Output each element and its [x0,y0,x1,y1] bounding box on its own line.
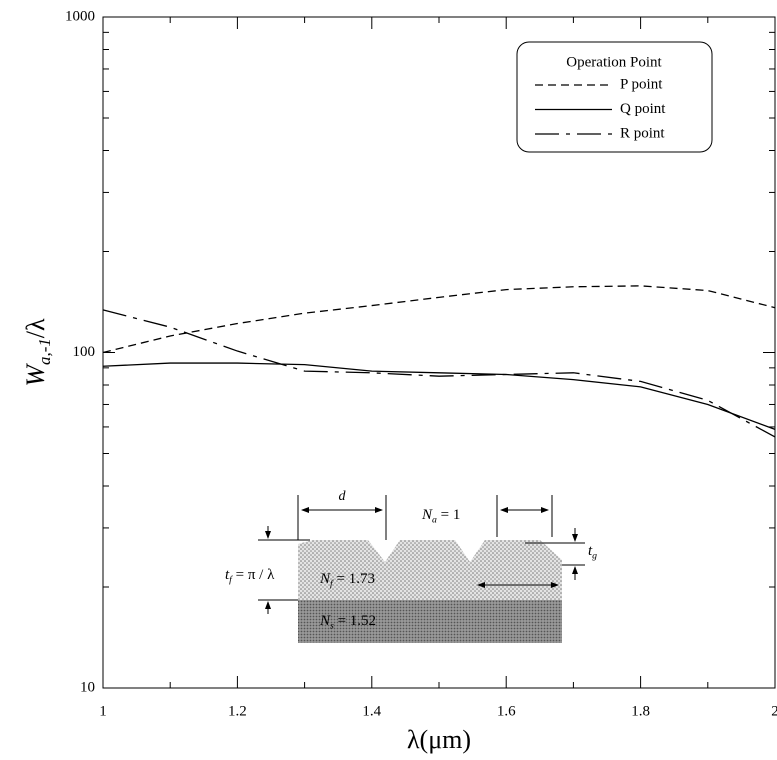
inset-label: d [339,489,347,504]
x-tick-label: 1.6 [497,703,516,719]
y-tick-label: 100 [73,344,96,360]
data-line [102,309,776,438]
x-tick-label: 2 [771,703,777,719]
label-part: = 1.52 [334,613,376,629]
composite-label: Nf = 1.73 [319,571,375,589]
label-part: t [588,543,593,559]
subscript: f [229,575,233,586]
label-part: N [421,507,433,523]
y-tick-label: 10 [80,679,95,695]
x-axis-label: λ(μm) [407,725,471,754]
film [298,540,562,600]
subscript: a [432,515,437,526]
composite-label: tg [588,543,597,561]
legend-label: Q point [620,101,666,117]
label-part: t [225,567,230,583]
subscript: g [592,551,597,562]
subscript: f [330,579,334,590]
x-tick-label: 1.2 [228,703,247,719]
legend-label: P point [620,76,663,92]
label-part: N [319,613,331,629]
data-line [102,362,776,430]
x-tick-label: 1.8 [631,703,650,719]
legend [516,41,713,153]
legend-title: Operation Point [566,54,662,70]
subscript: a,-1 [35,338,54,365]
composite-label: Na = 1 [421,507,460,525]
x-tick-label: 1.4 [362,703,381,719]
label-part: W [21,363,50,387]
label-part: N [319,571,331,587]
y-tick-label: 1000 [65,8,95,24]
composite-label: tf = π / λ [225,567,275,585]
x-tick-label: 1 [99,703,107,719]
label-part: /λ [21,318,50,338]
composite-label: Ns = 1.52 [319,613,376,631]
data-line [102,285,776,354]
substrate [298,600,562,643]
legend-label: R point [620,125,665,141]
subscript: s [330,621,334,632]
label-part: = π / λ [232,567,275,583]
label-part: = 1 [437,507,460,523]
composite-label: Wa,-1/λ [21,318,54,387]
label-part: = 1.73 [333,571,375,587]
